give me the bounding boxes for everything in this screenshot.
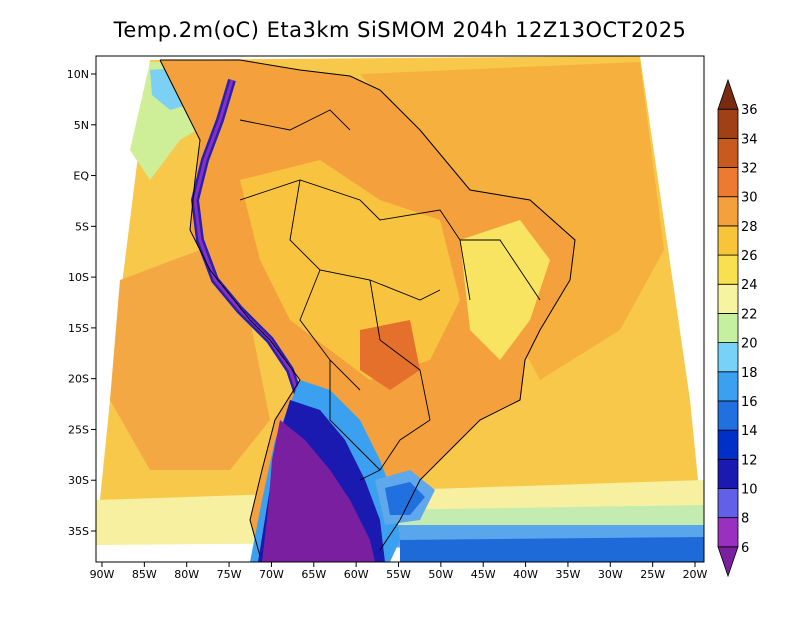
lat-tick-label: 30S bbox=[68, 474, 89, 487]
coastline-west bbox=[159, 59, 301, 557]
lat-tick-label: 10N bbox=[67, 68, 89, 81]
colorbar-segment bbox=[717, 78, 739, 110]
lon-tick-label: 70W bbox=[259, 568, 284, 581]
colorbar-segment bbox=[717, 400, 739, 431]
lat-tick-label: EQ bbox=[73, 170, 89, 183]
lon-tick-label: 85W bbox=[132, 568, 157, 581]
lon-tick-label: 20W bbox=[683, 568, 708, 581]
colorbar-segment bbox=[717, 254, 739, 285]
colorbar-label: 28 bbox=[741, 220, 758, 235]
colorbar-segment bbox=[717, 429, 739, 460]
colorbar-label: 12 bbox=[741, 453, 758, 468]
longitude-axis: 90W 85W 80W 75W 70W 65W 60W 55W 50W 45W 40W 35W 30W 2… bbox=[90, 562, 708, 581]
colorbar-segment bbox=[717, 371, 739, 402]
colorbar-label: 6 bbox=[741, 541, 749, 556]
continent-east-zone bbox=[460, 220, 550, 360]
lat-tick-label: 5S bbox=[75, 220, 89, 233]
country-borders bbox=[239, 109, 541, 481]
colorbar-segment bbox=[717, 283, 739, 314]
lat-tick-label: 25S bbox=[68, 423, 89, 436]
colorbar-label: 20 bbox=[741, 337, 758, 352]
colorbar: 6 8 10 12 14 16 18 20 22 24 26 28 30 32 34 36 bbox=[717, 78, 758, 578]
lon-tick-label: 80W bbox=[174, 568, 199, 581]
south-cold-core bbox=[262, 420, 375, 562]
colorbar-segment bbox=[717, 342, 739, 373]
colorbar-segment bbox=[717, 313, 739, 343]
lon-tick-label: 65W bbox=[301, 568, 326, 581]
colorbar-segment bbox=[717, 196, 739, 227]
temperature-field bbox=[96, 56, 704, 562]
colorbar-label: 18 bbox=[741, 366, 758, 381]
continent-hot-spot bbox=[360, 320, 420, 390]
colorbar-label: 22 bbox=[741, 307, 758, 322]
lon-tick-label: 50W bbox=[428, 568, 453, 581]
lat-tick-label: 35S bbox=[68, 525, 89, 538]
colorbar-segment bbox=[717, 488, 739, 519]
colorbar-label: 24 bbox=[741, 278, 758, 293]
lat-tick-label: 10S bbox=[68, 271, 89, 284]
lon-tick-label: 55W bbox=[386, 568, 411, 581]
colorbar-segment bbox=[717, 137, 739, 168]
map-border bbox=[95, 55, 705, 563]
lat-tick-label: 15S bbox=[68, 322, 89, 335]
colorbar-label: 8 bbox=[741, 512, 749, 527]
lon-tick-label: 30W bbox=[598, 568, 623, 581]
colorbar-label: 34 bbox=[741, 132, 758, 147]
lat-tick-label: 20S bbox=[68, 373, 89, 386]
ocean-warm-west bbox=[110, 250, 270, 470]
lon-tick-label: 45W bbox=[471, 568, 496, 581]
colorbar-segment bbox=[717, 167, 739, 198]
lon-tick-label: 25W bbox=[640, 568, 665, 581]
chart-title: Temp.2m(oC) Eta3km SiSMOM 204h 12Z13OCT2… bbox=[113, 18, 687, 42]
colorbar-label: 30 bbox=[741, 191, 758, 206]
coastline bbox=[160, 59, 576, 551]
lon-tick-label: 60W bbox=[344, 568, 369, 581]
lon-tick-label: 90W bbox=[90, 568, 115, 581]
lon-tick-label: 75W bbox=[217, 568, 242, 581]
ocean-cool-south-4 bbox=[400, 537, 704, 562]
andes-cold-strip-core bbox=[193, 79, 302, 401]
colorbar-label: 10 bbox=[741, 482, 758, 497]
lon-tick-label: 35W bbox=[555, 568, 580, 581]
colorbar-segment bbox=[717, 225, 739, 256]
colorbar-segment bbox=[717, 546, 739, 578]
lat-tick-label: 5N bbox=[74, 119, 89, 132]
colorbar-segment bbox=[717, 517, 739, 548]
latitude-axis: 10N 5N EQ 5S 10S 15S 20S 25S 30S 35S bbox=[67, 68, 96, 538]
colorbar-segment bbox=[717, 458, 739, 489]
colorbar-segment bbox=[717, 108, 739, 139]
lon-tick-label: 40W bbox=[513, 568, 538, 581]
colorbar-label: 36 bbox=[741, 103, 758, 118]
colorbar-label: 26 bbox=[741, 249, 758, 264]
colorbar-label: 32 bbox=[741, 162, 758, 177]
colorbar-label: 14 bbox=[741, 424, 758, 439]
colorbar-label: 16 bbox=[741, 395, 758, 410]
